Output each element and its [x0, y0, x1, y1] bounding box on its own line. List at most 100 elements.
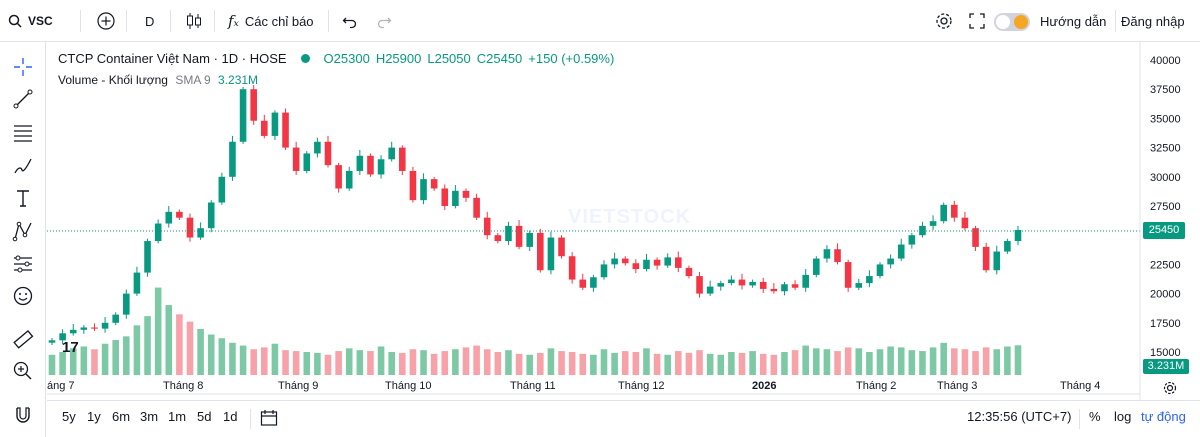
- volume-bar: [749, 351, 756, 375]
- candle-body: [526, 232, 533, 247]
- emoji-tool[interactable]: [8, 282, 38, 310]
- volume-bar: [197, 329, 204, 375]
- volume-legend[interactable]: Volume - Khối lượng SMA 9 3.231M: [58, 73, 258, 87]
- candle-body: [876, 264, 884, 277]
- volume-bar: [1014, 345, 1022, 375]
- symbol-search[interactable]: VSC: [8, 9, 53, 33]
- candle-body: [388, 147, 395, 160]
- range-6m[interactable]: 6m: [112, 409, 131, 424]
- range-1y[interactable]: 1y: [87, 409, 101, 424]
- price-tick-label: 37500: [1150, 84, 1181, 96]
- candle-body: [558, 237, 565, 257]
- zoom-tool[interactable]: [8, 357, 38, 385]
- range-1d[interactable]: 1d: [223, 409, 238, 424]
- indicators-button[interactable]: fₓ Các chỉ báo: [228, 9, 314, 33]
- volume-bar: [621, 351, 629, 375]
- candle-body: [855, 283, 863, 288]
- time-tick-label: áng 7: [47, 380, 75, 392]
- compare-button[interactable]: [96, 9, 116, 33]
- volume-bar: [441, 351, 449, 375]
- volume-bar: [919, 351, 926, 375]
- interval-button[interactable]: D: [145, 9, 154, 33]
- text-icon: [17, 190, 29, 207]
- candle-body: [420, 179, 427, 201]
- magnet-icon: [16, 407, 30, 423]
- undo-button[interactable]: [342, 9, 358, 33]
- candle-body: [165, 211, 173, 224]
- volume-bar: [951, 348, 958, 375]
- candle-body: [91, 327, 98, 329]
- log-toggle[interactable]: log: [1114, 409, 1132, 424]
- range-5d[interactable]: 5d: [197, 409, 212, 424]
- text-tool[interactable]: [8, 184, 38, 212]
- prediction-tool[interactable]: [8, 250, 38, 278]
- time-tick-label: Tháng 11: [510, 380, 556, 392]
- candle-body: [802, 274, 809, 288]
- volume-title: Volume - Khối lượng: [58, 73, 168, 87]
- auto-toggle[interactable]: tự động: [1141, 409, 1186, 424]
- magnet-tool[interactable]: [8, 401, 38, 429]
- ruler-tool[interactable]: [8, 325, 38, 353]
- price-tick-label: 22500: [1150, 259, 1181, 271]
- goto-date-button[interactable]: [259, 408, 279, 431]
- candle-body: [568, 256, 576, 280]
- fullscreen-button[interactable]: [968, 9, 986, 33]
- candle-body: [643, 259, 650, 270]
- volume-bar: [282, 350, 289, 375]
- tradingview-logo[interactable]: 17: [62, 339, 79, 356]
- range-5y[interactable]: 5y: [62, 409, 76, 424]
- volume-bar: [123, 336, 130, 375]
- candle-body: [144, 241, 151, 273]
- volume-bar: [558, 351, 565, 375]
- candle-body: [887, 258, 894, 265]
- volume-bar: [685, 352, 693, 375]
- candle-body: [409, 170, 417, 201]
- gear-icon: [936, 13, 952, 29]
- candle-body: [133, 272, 141, 294]
- pattern-tool[interactable]: [8, 217, 38, 245]
- candle-body: [791, 284, 799, 288]
- volume-bar: [706, 353, 714, 375]
- crosshair-icon: [14, 58, 32, 76]
- volume-bar: [897, 347, 905, 375]
- volume-bar: [452, 349, 459, 375]
- volume-bar: [728, 352, 735, 375]
- redo-button[interactable]: [376, 9, 392, 33]
- volume-bar: [345, 348, 353, 375]
- volume-bar: [738, 352, 746, 375]
- brush-tool[interactable]: [8, 152, 38, 180]
- chart-type-button[interactable]: [184, 9, 204, 33]
- settings-button[interactable]: [934, 9, 954, 33]
- candle-body: [972, 228, 979, 247]
- percent-toggle[interactable]: %: [1089, 409, 1101, 424]
- candle-body: [579, 279, 587, 288]
- fib-tool[interactable]: [8, 118, 38, 146]
- time-tick-label: Tháng 3: [937, 380, 977, 392]
- candle-body: [154, 223, 162, 242]
- candle-body: [982, 246, 990, 271]
- candle-body: [537, 232, 544, 271]
- volume-bar: [409, 349, 417, 375]
- candle-body: [759, 281, 767, 289]
- candle-body: [749, 281, 756, 286]
- divider: [170, 10, 171, 32]
- legend-close: C25450: [476, 51, 523, 66]
- crosshair-tool[interactable]: [8, 53, 38, 81]
- volume-bar: [303, 352, 311, 375]
- volume-bar: [1004, 346, 1011, 375]
- trendline-tool[interactable]: [8, 85, 38, 113]
- theme-toggle[interactable]: [994, 13, 1030, 31]
- volume-bar: [993, 349, 1001, 375]
- clock-label[interactable]: 12:35:56 (UTC+7): [967, 409, 1072, 424]
- axis-settings-button[interactable]: [1162, 380, 1178, 399]
- candle-body: [483, 217, 491, 236]
- candle-body: [303, 153, 311, 171]
- sun-icon: [1014, 15, 1028, 29]
- symbol-legend[interactable]: CTCP Container Việt Nam · 1D · HOSE O253…: [58, 51, 614, 66]
- login-link[interactable]: Đăng nhập: [1121, 9, 1185, 33]
- volume-bar: [377, 346, 385, 375]
- guide-link[interactable]: Hướng dẫn: [1040, 9, 1106, 33]
- range-1m[interactable]: 1m: [168, 409, 187, 424]
- range-3m[interactable]: 3m: [140, 409, 159, 424]
- time-tick-label: Tháng 8: [163, 380, 203, 392]
